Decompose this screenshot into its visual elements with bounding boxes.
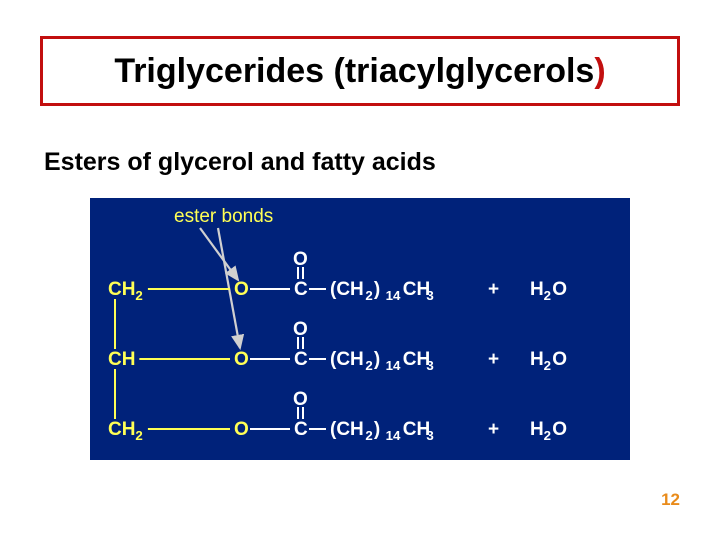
svg-text:3: 3 (426, 428, 433, 443)
title-box: Triglycerides (triacylglycerols) (40, 36, 680, 106)
svg-text:O: O (293, 389, 308, 410)
svg-text:(CH: (CH (330, 349, 364, 370)
svg-text:2: 2 (135, 428, 142, 443)
svg-text:(CH: (CH (330, 279, 364, 300)
svg-text:14: 14 (386, 288, 401, 303)
svg-text:CH: CH (108, 349, 135, 370)
svg-text:2: 2 (365, 358, 372, 373)
svg-text:O: O (552, 419, 567, 440)
svg-text:(CH: (CH (330, 419, 364, 440)
subtitle: Esters of glycerol and fatty acids (44, 148, 436, 177)
svg-text:): ) (374, 349, 380, 370)
svg-text:+: + (488, 279, 499, 300)
svg-text:2: 2 (135, 288, 142, 303)
title-text: Triglycerides (triacylglycerols) (114, 52, 605, 91)
svg-text:3: 3 (426, 288, 433, 303)
page-number: 12 (661, 490, 680, 510)
svg-text:14: 14 (386, 358, 401, 373)
svg-text:H: H (530, 279, 544, 300)
svg-text:H: H (530, 349, 544, 370)
svg-text:O: O (234, 349, 249, 370)
svg-text:CH: CH (108, 279, 135, 300)
svg-text:O: O (293, 319, 308, 340)
svg-text:O: O (552, 279, 567, 300)
svg-text:O: O (234, 419, 249, 440)
svg-text:2: 2 (365, 288, 372, 303)
svg-text:O: O (293, 249, 308, 270)
svg-text:2: 2 (365, 428, 372, 443)
svg-text:O: O (234, 279, 249, 300)
svg-text:C: C (294, 349, 308, 370)
svg-text:): ) (374, 419, 380, 440)
svg-text:2: 2 (544, 428, 551, 443)
svg-text:+: + (488, 419, 499, 440)
chemical-diagram: ester bondsCH2OOC(CH2)14CH3+H2OCHOOC(CH2… (90, 198, 630, 460)
svg-text:CH: CH (108, 419, 135, 440)
svg-text:+: + (488, 349, 499, 370)
svg-text:H: H (530, 419, 544, 440)
svg-text:ester bonds: ester bonds (174, 206, 273, 227)
svg-text:2: 2 (544, 358, 551, 373)
svg-text:): ) (374, 279, 380, 300)
svg-text:3: 3 (426, 358, 433, 373)
svg-text:14: 14 (386, 428, 401, 443)
svg-text:O: O (552, 349, 567, 370)
svg-text:C: C (294, 419, 308, 440)
title-main: Triglycerides (triacylglycerols (114, 52, 594, 90)
svg-text:2: 2 (544, 288, 551, 303)
svg-text:C: C (294, 279, 308, 300)
title-close-paren: ) (594, 52, 605, 90)
